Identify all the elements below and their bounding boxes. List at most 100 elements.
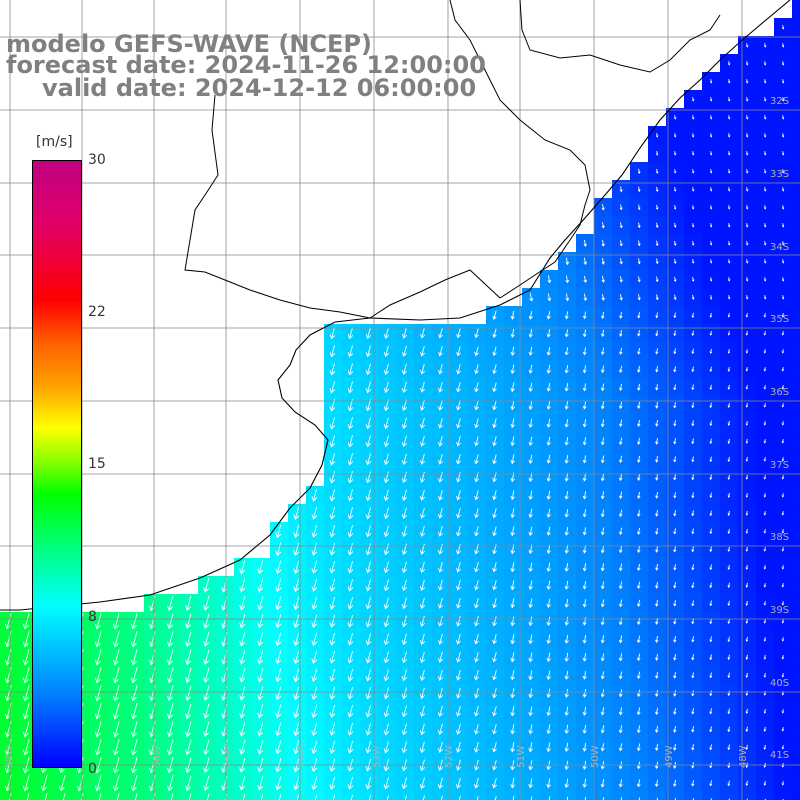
wind-cell	[792, 234, 800, 253]
wind-arrow	[528, 346, 533, 356]
wind-arrow	[293, 560, 300, 574]
wind-arrow	[492, 400, 497, 411]
wind-arrow	[709, 115, 713, 120]
wind-arrow	[584, 796, 587, 800]
wind-arrow	[329, 704, 336, 718]
wind-arrow	[583, 257, 587, 266]
wind-arrow	[474, 741, 480, 753]
wind-arrow	[638, 797, 641, 800]
wind-arrow	[383, 453, 390, 466]
wind-arrow	[745, 295, 749, 300]
wind-arrow	[528, 328, 533, 338]
wind-cell	[108, 792, 127, 800]
wind-arrow	[691, 654, 695, 661]
wind-arrow	[383, 327, 390, 339]
wind-arrow	[745, 241, 749, 246]
wind-arrow	[618, 455, 623, 464]
wind-arrow	[474, 364, 479, 375]
wind-arrow	[727, 277, 731, 282]
wind-arrow	[600, 419, 605, 428]
wind-arrow	[22, 739, 30, 756]
wind-cell	[18, 792, 37, 800]
wind-arrow	[745, 618, 749, 624]
wind-arrow	[438, 417, 444, 429]
wind-arrow	[293, 524, 300, 539]
wind-cell	[144, 792, 163, 800]
wind-arrow	[455, 741, 462, 753]
wind-arrow	[673, 492, 677, 499]
wind-arrow	[691, 600, 695, 607]
wind-arrow	[419, 399, 426, 411]
wind-arrow	[239, 632, 246, 647]
wind-arrow	[437, 597, 444, 609]
wind-arrow	[438, 364, 443, 375]
wind-arrow	[257, 632, 264, 647]
wind-arrow	[600, 455, 605, 464]
wind-arrow	[185, 703, 192, 720]
wind-arrow	[600, 725, 605, 734]
wind-arrow	[437, 525, 444, 537]
wind-arrow	[745, 115, 749, 120]
wind-arrow	[528, 742, 534, 753]
wind-arrow	[781, 241, 785, 246]
wind-arrow	[564, 401, 569, 410]
wind-arrow	[329, 506, 336, 520]
wind-arrow	[329, 363, 336, 376]
wind-arrow	[582, 563, 587, 572]
uruguay-border	[184, 94, 371, 319]
wind-arrow	[727, 151, 731, 156]
wind-arrow	[438, 399, 444, 411]
wind-arrow	[655, 384, 659, 391]
lat-label: 39S	[770, 605, 789, 616]
wind-arrow	[239, 775, 246, 791]
wind-arrow	[673, 384, 677, 391]
wind-arrow	[492, 670, 497, 681]
wind-arrow	[401, 327, 408, 339]
wind-arrow	[781, 187, 785, 192]
wind-arrow	[293, 596, 300, 611]
wind-arrow	[296, 794, 300, 800]
wind-arrow	[691, 474, 695, 481]
wind-arrow	[745, 708, 749, 714]
wind-arrow	[130, 667, 138, 684]
wind-arrow	[781, 745, 785, 750]
wind-arrow	[94, 631, 102, 648]
wind-arrow	[619, 186, 623, 193]
wind-arrow	[492, 436, 497, 447]
wind-arrow	[655, 312, 659, 319]
wind-arrow	[546, 526, 551, 536]
wind-arrow	[691, 115, 695, 120]
wind-arrow	[329, 722, 336, 736]
wind-arrow	[781, 61, 785, 66]
wind-arrow	[437, 633, 444, 645]
wind-arrow	[455, 705, 462, 717]
wind-arrow	[275, 776, 282, 791]
wind-arrow	[763, 277, 767, 282]
wind-arrow	[365, 507, 372, 520]
wind-arrow	[781, 493, 785, 498]
wind-cell	[792, 90, 800, 109]
wind-arrow	[329, 417, 336, 430]
wind-arrow	[383, 471, 390, 484]
wind-arrow	[383, 597, 390, 610]
wind-cell	[792, 378, 800, 397]
wind-arrow	[347, 543, 354, 556]
wind-arrow	[510, 724, 516, 735]
wind-arrow	[600, 779, 605, 788]
wind-arrow	[329, 489, 336, 502]
wind-arrow	[438, 453, 444, 465]
wind-arrow	[781, 79, 785, 84]
wind-arrow	[691, 187, 695, 192]
wind-arrow	[691, 708, 695, 715]
wind-arrow	[22, 631, 30, 648]
wind-arrow	[655, 222, 659, 229]
wind-arrow	[239, 560, 246, 575]
wind-arrow	[637, 204, 641, 211]
wind-arrow	[709, 618, 713, 625]
wind-arrow	[619, 276, 623, 283]
wind-arrow	[347, 686, 354, 700]
wind-arrow	[257, 560, 264, 575]
wind-arrow	[401, 417, 408, 430]
wind-arrow	[456, 346, 461, 357]
wind-arrow	[546, 742, 551, 753]
